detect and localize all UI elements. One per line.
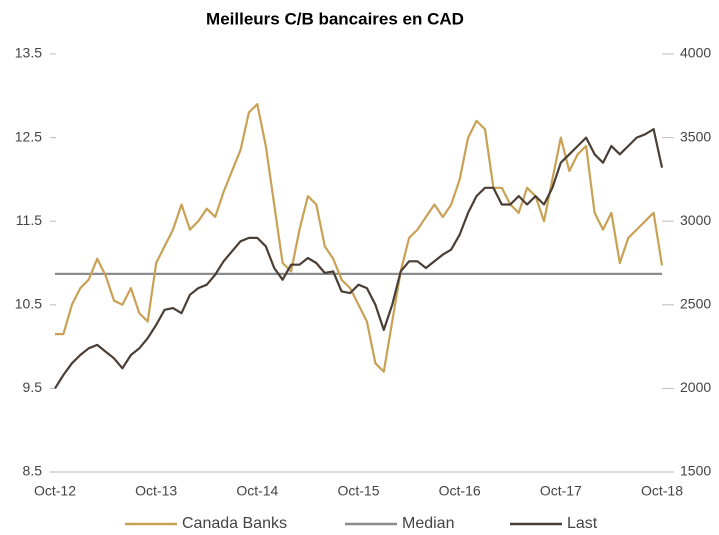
x-tick-label: Oct-12 [34,483,76,499]
legend-label: Last [567,515,598,532]
y2-tick-label: 4000 [680,45,711,61]
x-tick-label: Oct-14 [236,483,278,499]
y2-tick-label: 2000 [680,379,711,395]
line [54,128,664,389]
y2-tick-label: 3500 [680,128,711,144]
y2-tick-label: 3000 [680,212,711,228]
y2-tick-label: 2500 [680,296,711,312]
legend-label: Canada Banks [182,515,287,532]
x-tick-label: Oct-18 [641,483,683,499]
y-tick-label: 13.5 [15,45,42,61]
y-tick-label: 12.5 [15,128,42,144]
y-tick-label: 9.5 [23,379,43,395]
line [55,103,664,373]
y2-tick-label: 1500 [680,463,711,479]
chart-title: Meilleurs C/B bancaires en CAD [206,9,464,28]
x-tick-label: Oct-16 [439,483,481,499]
y-tick-label: 10.5 [15,296,42,312]
y-tick-label: 11.5 [16,212,42,228]
x-tick-label: Oct-15 [337,483,379,499]
legend-label: Median [402,515,454,532]
x-tick-label: Oct-17 [540,483,582,499]
y-tick-label: 8.5 [23,463,43,479]
x-tick-label: Oct-13 [135,483,177,499]
